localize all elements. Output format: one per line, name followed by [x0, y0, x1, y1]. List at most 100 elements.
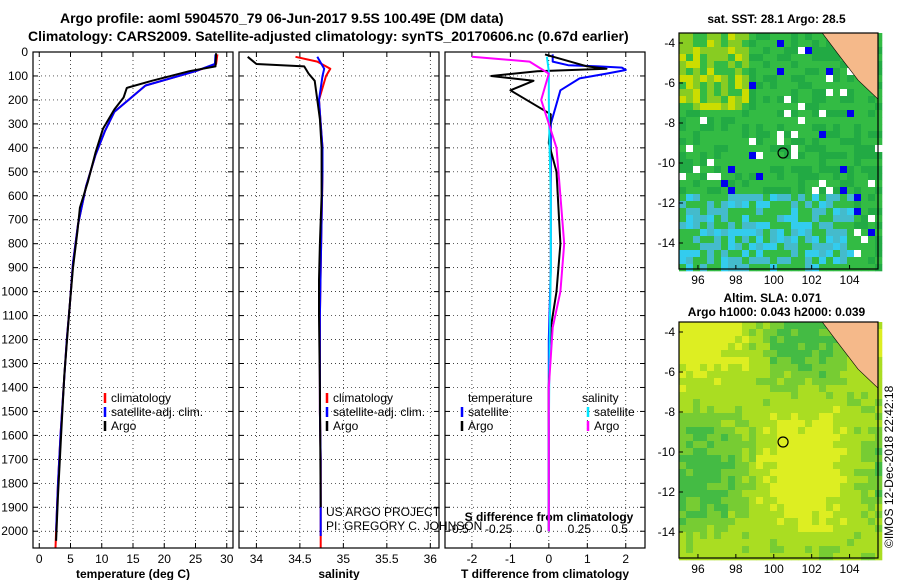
map-cell: [826, 490, 834, 498]
map-cell: [770, 145, 778, 153]
x-tick-label: 35.5: [375, 552, 399, 566]
map-cell: [756, 187, 764, 195]
map-cell: [875, 455, 883, 463]
map-cell: [819, 152, 827, 160]
figure-title-line2: Climatology: CARS2009. Satellite-adjuste…: [28, 28, 629, 44]
map-cell: [784, 364, 792, 372]
map-cell: [721, 539, 729, 547]
map-cell: [812, 406, 820, 414]
map-cell: [756, 89, 764, 97]
legend-argo-label: Argo: [111, 419, 137, 433]
map-cell: [819, 131, 827, 139]
map-cell: [798, 476, 806, 484]
map-cell: [728, 194, 736, 202]
map-cell: [805, 68, 813, 76]
map-cell: [742, 264, 750, 272]
map-cell: [721, 441, 729, 449]
map-cell: [742, 257, 750, 265]
map-cell: [819, 264, 827, 272]
map-cell: [791, 420, 799, 428]
map-cell: [693, 476, 701, 484]
map-cell: [735, 152, 743, 160]
map-cell: [763, 68, 771, 76]
map-cell: [833, 194, 841, 202]
map-cell: [777, 236, 785, 244]
map-cell: [742, 180, 750, 188]
map-cell: [868, 194, 876, 202]
map-cell: [805, 103, 813, 111]
map-cell: [707, 82, 715, 90]
map-cell: [777, 343, 785, 351]
map-cell: [770, 455, 778, 463]
map-cell: [875, 159, 883, 167]
map-cell: [763, 110, 771, 118]
map-cell: [728, 33, 736, 41]
map-cell: [693, 539, 701, 547]
map-cell: [777, 103, 785, 111]
map-cell: [763, 131, 771, 139]
map-cell: [756, 448, 764, 456]
map-cell: [798, 117, 806, 125]
map-y-tick-label: -12: [658, 485, 676, 499]
map-cell: [826, 243, 834, 251]
map-cell: [686, 187, 694, 195]
map-cell: [714, 441, 722, 449]
map-cell: [875, 152, 883, 160]
map-cell: [770, 350, 778, 358]
map-cell: [875, 222, 883, 230]
map-cell: [784, 350, 792, 358]
map-cell: [840, 180, 848, 188]
map-cell: [812, 131, 820, 139]
depth-tick-label: 1400: [1, 380, 28, 394]
map-cell: [756, 406, 764, 414]
map-cell: [826, 229, 834, 237]
map-cell: [868, 208, 876, 216]
map-cell: [805, 47, 813, 55]
map-cell: [777, 54, 785, 62]
map-cell: [833, 455, 841, 463]
map-cell: [770, 124, 778, 132]
map-cell: [798, 546, 806, 554]
map-cell: [770, 427, 778, 435]
map-cell: [749, 194, 757, 202]
map-cell: [784, 343, 792, 351]
map-cell: [875, 103, 883, 111]
map-cell: [833, 250, 841, 258]
map-cell: [854, 117, 862, 125]
map-cell: [777, 117, 785, 125]
map-cell: [728, 525, 736, 533]
map-cell: [686, 159, 694, 167]
map-cell: [826, 173, 834, 181]
map-cell: [805, 413, 813, 421]
map-cell: [707, 462, 715, 470]
map-cell: [679, 329, 687, 337]
map-cell: [791, 236, 799, 244]
map-cell: [707, 243, 715, 251]
map-cell: [777, 229, 785, 237]
map-cell: [770, 194, 778, 202]
map-cell: [721, 180, 729, 188]
map-cell: [770, 525, 778, 533]
map-cell: [840, 201, 848, 209]
map-cell: [847, 89, 855, 97]
map-cell: [812, 152, 820, 160]
map-cell: [819, 399, 827, 407]
map-cell: [805, 208, 813, 216]
map-cell: [763, 518, 771, 526]
map-cell: [770, 336, 778, 344]
map-cell: [721, 413, 729, 421]
map-cell: [847, 103, 855, 111]
map-cell: [693, 518, 701, 526]
map-cell: [749, 490, 757, 498]
map-cell: [756, 250, 764, 258]
map-cell: [847, 145, 855, 153]
map-cell: [679, 61, 687, 69]
map-cell: [686, 329, 694, 337]
map-cell: [742, 532, 750, 540]
depth-tick-label: 1200: [1, 333, 28, 347]
map-cell: [728, 173, 736, 181]
map-cell: [714, 434, 722, 442]
map-cell: [840, 145, 848, 153]
map-cell: [840, 441, 848, 449]
map-cell: [784, 89, 792, 97]
